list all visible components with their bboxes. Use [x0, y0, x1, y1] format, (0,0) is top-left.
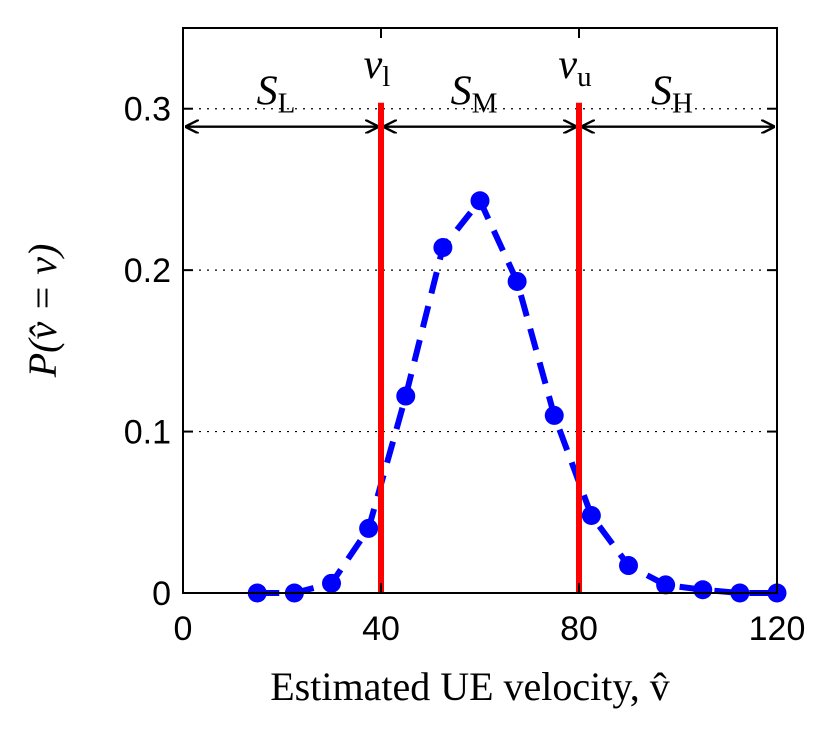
region-arrows: SL SM SH: [187, 69, 773, 127]
x-tick-label: 40: [362, 610, 400, 648]
x-tick-label: 120: [749, 610, 806, 648]
x-tick-label: 80: [560, 610, 598, 648]
data-point: [470, 191, 490, 211]
region-label: SL: [257, 69, 296, 120]
plot-frame: [182, 27, 778, 594]
data-point: [507, 271, 527, 291]
y-tick-label: 0: [152, 575, 171, 613]
threshold-label: vu: [558, 42, 591, 93]
axis-ticks: 0 40 80 120 0 0.1 0.2 0.3: [124, 28, 806, 648]
series-layer: [247, 191, 787, 603]
data-point: [693, 580, 713, 600]
y-tick-label: 0.3: [124, 91, 171, 129]
grid: [183, 108, 777, 433]
data-point: [322, 573, 341, 593]
data-point: [619, 556, 638, 576]
data-point: [433, 238, 453, 258]
data-point: [544, 405, 564, 425]
y-tick-label: 0.2: [124, 252, 171, 290]
y-tick-label: 0.1: [124, 414, 171, 452]
data-point: [359, 518, 379, 538]
series-line: [257, 197, 777, 596]
data-point: [396, 386, 416, 406]
x-tick-label: 0: [174, 610, 193, 648]
region-label: SM: [451, 69, 498, 120]
data-point: [581, 506, 601, 526]
threshold-label: vl: [364, 42, 391, 93]
y-axis-title: P(v̂ = ν): [20, 244, 65, 379]
threshold-lines: vl vu: [364, 42, 592, 593]
region-label: SH: [651, 69, 693, 120]
x-axis-title: Estimated UE velocity, v̂: [270, 664, 670, 709]
data-point: [656, 575, 676, 595]
